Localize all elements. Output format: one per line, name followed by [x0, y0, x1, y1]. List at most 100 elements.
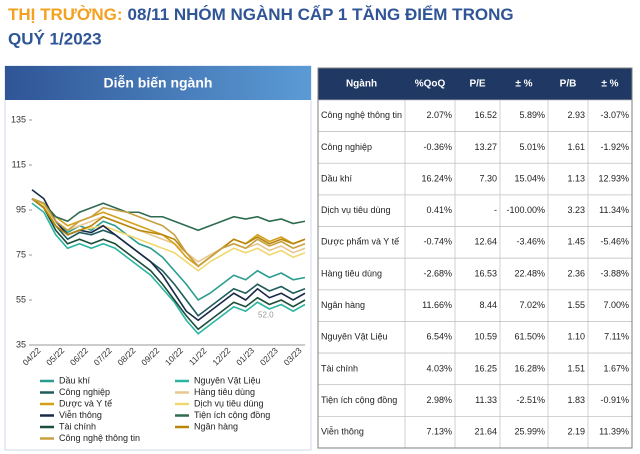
cell: 1.55	[567, 300, 585, 310]
legend-label: Ngân hàng	[194, 421, 238, 431]
cell: 1.10	[567, 332, 585, 342]
cell: -	[494, 205, 497, 215]
cell: Tiện ích cộng đồng	[321, 395, 397, 405]
cell: 7.30	[479, 173, 497, 183]
legend-label: Dịch vụ tiêu dùng	[194, 398, 264, 408]
cell: -3.88%	[600, 268, 629, 278]
cell: 1.61	[567, 142, 585, 152]
legend-label: Dầu khí	[59, 375, 91, 385]
cell: 7.02%	[519, 300, 545, 310]
title-line: QUÝ 1/2023	[8, 29, 102, 48]
cell: -0.91%	[600, 395, 629, 405]
table-row	[317, 131, 633, 164]
series-line	[31, 198, 306, 268]
cell: -1.92%	[600, 142, 629, 152]
legend-label: Tài chính	[59, 421, 96, 431]
cell: 0.41%	[426, 205, 452, 215]
column-header: P/E	[469, 79, 485, 90]
legend-label: Công nghiệp	[59, 387, 110, 397]
cell: Dịch vụ tiêu dùng	[321, 205, 391, 215]
chart-panel	[4, 65, 312, 451]
cell: 7.11%	[604, 332, 629, 342]
cell: 2.93	[567, 110, 585, 120]
table-header	[318, 68, 632, 100]
table-row	[317, 416, 633, 449]
table-row	[317, 99, 633, 132]
column-header: ± %	[601, 79, 618, 90]
series-line	[31, 198, 306, 317]
y-tick-label: 95	[16, 204, 26, 214]
cell: 12.64	[474, 237, 497, 247]
cell: 2.07%	[426, 110, 452, 120]
cell: Công nghiệp	[321, 142, 372, 152]
cell: 25.99%	[514, 427, 545, 437]
legend-label: Dược và Y tế	[59, 398, 112, 408]
cell: 11.66%	[422, 300, 452, 310]
cell: 13.27	[474, 142, 497, 152]
series-line	[31, 198, 306, 232]
cell: -5.46%	[600, 237, 629, 247]
table-row	[317, 384, 633, 417]
slide-title: THỊ TRƯỜNG: 08/11 NHÓM NGÀNH CẤP 1 TĂNG Đ…	[8, 5, 514, 24]
cell: 11.33	[475, 395, 497, 405]
cell: 1.67%	[603, 363, 629, 373]
cell: 11.39%	[599, 427, 629, 437]
cell: 11.34%	[599, 205, 629, 215]
cell: -100.00%	[506, 205, 545, 215]
cell: -3.07%	[600, 110, 629, 120]
cell: 1.13	[567, 173, 585, 183]
annotation: 52.0	[258, 310, 274, 319]
cell: 4.03%	[426, 363, 452, 373]
table-row	[317, 257, 633, 291]
legend-label: Công nghệ thông tin	[59, 433, 140, 443]
chart-header	[5, 66, 311, 100]
cell: 2.98%	[426, 395, 452, 405]
column-header: P/B	[560, 79, 577, 90]
series-line	[31, 202, 306, 335]
table-frame	[317, 67, 633, 449]
column-header: %QoQ	[415, 79, 446, 90]
cell: -3.46%	[516, 237, 545, 247]
legend-label: Viễn thông	[59, 410, 102, 420]
y-tick-label: 135	[11, 114, 26, 124]
legend-label: Hàng tiêu dùng	[194, 387, 255, 397]
cell: 1.83	[567, 395, 585, 405]
table-row	[317, 226, 633, 259]
cell: 6.54%	[426, 332, 452, 342]
cell: 16.25	[474, 363, 497, 373]
title-prefix: THỊ TRƯỜNG:	[8, 5, 123, 24]
column-header: Ngành	[346, 79, 377, 90]
y-tick-label: 75	[16, 249, 26, 259]
cell: 7.00%	[603, 300, 629, 310]
cell: -0.74%	[423, 237, 452, 247]
cell: 5.01%	[519, 142, 545, 152]
cell: -0.36%	[423, 142, 452, 152]
cell: 2.36	[567, 268, 585, 278]
series-line	[31, 198, 306, 268]
cell: 16.24%	[421, 173, 452, 183]
cell: Công nghệ thông tin	[321, 110, 402, 120]
chart-title: Diễn biến ngành	[104, 75, 213, 91]
table-row	[317, 289, 633, 322]
cell: 12.93%	[598, 173, 629, 183]
cell: -2.68%	[423, 268, 452, 278]
cell: -2.51%	[516, 395, 545, 405]
cell: Ngân hàng	[321, 300, 365, 310]
cell: Nguyên Vật Liệu	[321, 332, 388, 342]
y-tick-label: 35	[16, 339, 26, 349]
series-line	[31, 198, 306, 331]
cell: 16.52	[474, 110, 497, 120]
title-line: 08/11 NHÓM NGÀNH CẤP 1 TĂNG ĐIỂM TRONG	[128, 5, 514, 24]
cell: 8.44	[479, 300, 497, 310]
cell: 1.45	[567, 237, 585, 247]
cell: Tài chính	[321, 363, 358, 373]
cell: Viễn thông	[321, 427, 364, 437]
cell: Dầu khí	[321, 173, 353, 183]
cell: 1.51	[567, 363, 585, 373]
cell: 5.89%	[519, 110, 545, 120]
y-tick-label: 115	[12, 159, 26, 169]
cell: 16.53	[474, 268, 497, 278]
cell: 22.48%	[514, 268, 545, 278]
cell: 61.50%	[514, 332, 545, 342]
